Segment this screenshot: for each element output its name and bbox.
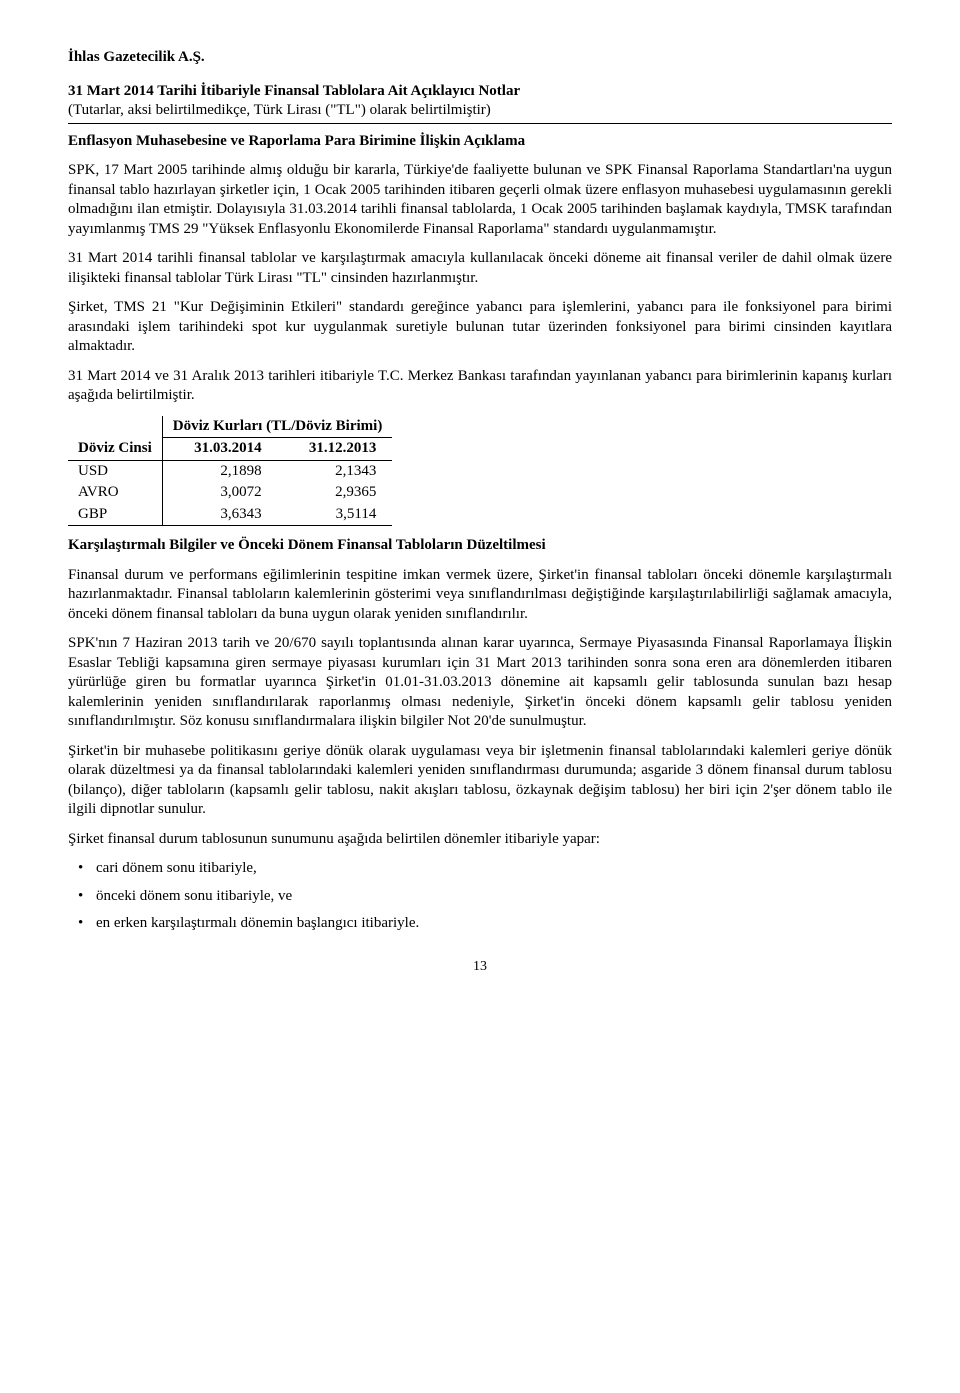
section1-p2: 31 Mart 2014 tarihli finansal tablolar v… <box>68 249 892 288</box>
company-name: İhlas Gazetecilik A.Ş. <box>68 48 892 68</box>
fx-col-currency: Döviz Cinsi <box>68 438 162 461</box>
table-row: GBP 3,6343 3,5114 <box>68 504 392 526</box>
list-item: en erken karşılaştırmalı dönemin başlang… <box>96 914 892 934</box>
fx-rates-table: Döviz Kurları (TL/Döviz Birimi) Döviz Ci… <box>68 416 392 527</box>
fx-table-caption: Döviz Kurları (TL/Döviz Birimi) <box>162 416 392 438</box>
fx-cell: AVRO <box>68 482 162 504</box>
period-bullets: cari dönem sonu itibariyle, önceki dönem… <box>68 859 892 934</box>
table-row: AVRO 3,0072 2,9365 <box>68 482 392 504</box>
fx-cell: 2,1343 <box>278 460 393 482</box>
fx-col-date2: 31.12.2013 <box>278 438 393 461</box>
section1-p4: 31 Mart 2014 ve 31 Aralık 2013 tarihleri… <box>68 367 892 406</box>
section2-p3: Şirket'in bir muhasebe politikasını geri… <box>68 742 892 820</box>
list-item: cari dönem sonu itibariyle, <box>96 859 892 879</box>
fx-cell: 3,5114 <box>278 504 393 526</box>
notes-header: 31 Mart 2014 Tarihi İtibariyle Finansal … <box>68 82 892 124</box>
fx-cell: 2,9365 <box>278 482 393 504</box>
section2-title: Karşılaştırmalı Bilgiler ve Önceki Dönem… <box>68 536 892 556</box>
notes-subtitle: (Tutarlar, aksi belirtilmedikçe, Türk Li… <box>68 101 892 124</box>
section1-p1: SPK, 17 Mart 2005 tarihinde almış olduğu… <box>68 161 892 239</box>
fx-cell: USD <box>68 460 162 482</box>
table-row: USD 2,1898 2,1343 <box>68 460 392 482</box>
section1-title: Enflasyon Muhasebesine ve Raporlama Para… <box>68 132 892 152</box>
notes-title: 31 Mart 2014 Tarihi İtibariyle Finansal … <box>68 83 520 99</box>
list-item: önceki dönem sonu itibariyle, ve <box>96 887 892 907</box>
fx-cell: GBP <box>68 504 162 526</box>
section2-p4: Şirket finansal durum tablosunun sunumun… <box>68 830 892 850</box>
section2-p2: SPK'nın 7 Haziran 2013 tarih ve 20/670 s… <box>68 634 892 732</box>
fx-col-date1: 31.03.2014 <box>162 438 277 461</box>
section1-p3: Şirket, TMS 21 "Kur Değişiminin Etkileri… <box>68 298 892 357</box>
section2-p1: Finansal durum ve performans eğilimlerin… <box>68 566 892 625</box>
page-number: 13 <box>68 958 892 976</box>
fx-cell: 3,0072 <box>162 482 277 504</box>
fx-cell: 3,6343 <box>162 504 277 526</box>
fx-cell: 2,1898 <box>162 460 277 482</box>
